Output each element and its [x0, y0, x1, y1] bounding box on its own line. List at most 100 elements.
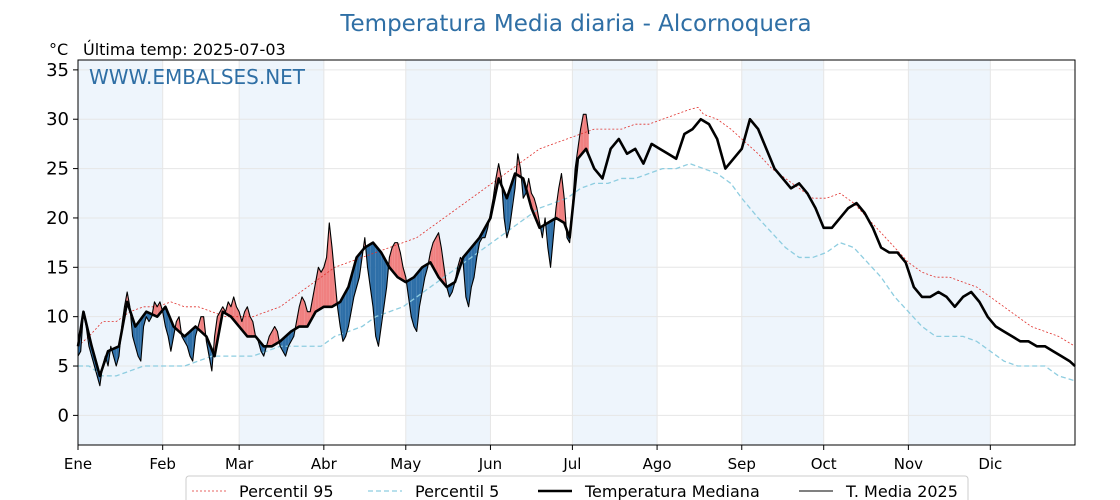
below-median-fill [342, 291, 346, 342]
below-median-fill [146, 311, 150, 322]
month-band-nov [908, 60, 991, 445]
below-median-fill [291, 329, 294, 342]
below-median-fill [509, 181, 513, 228]
below-median-fill [474, 240, 477, 278]
below-median-fill [189, 329, 193, 362]
below-median-fill [504, 191, 507, 238]
above-median-fill [323, 257, 327, 307]
below-median-fill [375, 245, 379, 347]
above-median-fill [321, 267, 324, 309]
x-tick-label-ene: Ene [64, 455, 92, 473]
month-band-mar [239, 60, 324, 445]
above-median-fill [304, 301, 308, 327]
x-tick-label-nov: Nov [894, 455, 923, 473]
below-median-fill [547, 221, 551, 268]
below-median-fill [187, 331, 190, 357]
below-median-fill [411, 277, 414, 327]
y-tick-label: 25 [46, 159, 69, 180]
below-median-fill [138, 319, 141, 362]
legend-label-p95: Percentil 95 [239, 482, 334, 500]
below-median-fill [506, 189, 510, 238]
series-line-p5 [78, 162, 1076, 382]
above-median-fill [301, 296, 305, 327]
x-tick-label-may: May [390, 455, 421, 473]
above-median-fill [200, 316, 204, 334]
x-tick-label-jun: Jun [478, 455, 502, 473]
month-bands [78, 60, 991, 445]
above-median-fill [435, 232, 439, 278]
above-median-fill [315, 267, 319, 312]
above-median-fill [389, 247, 393, 271]
x-tick-label-ago: Ago [643, 455, 672, 473]
above-median-fill [318, 267, 322, 311]
below-median-fill [113, 347, 117, 367]
legend-frame [185, 475, 969, 500]
above-median-fill [433, 237, 436, 273]
series-line-p95 [77, 106, 1076, 347]
below-median-fill [170, 319, 174, 352]
above-median-fill [586, 114, 589, 156]
legend-label-year: T. Media 2025 [845, 482, 958, 500]
above-median-fill [244, 306, 248, 337]
x-tick-label-mar: Mar [225, 455, 254, 473]
above-median-fill [312, 282, 316, 317]
y-tick-label: 15 [46, 257, 69, 278]
series-line-year [77, 113, 590, 387]
below-median-fill [416, 270, 420, 332]
above-median-fill [580, 114, 584, 156]
x-tick-label-sep: Sep [728, 455, 756, 473]
x-tick-label-dic: Dic [978, 455, 1002, 473]
above-median-fill [247, 306, 251, 337]
y-tick-label: 35 [46, 60, 69, 81]
above-median-fill [400, 252, 404, 281]
chart-title: Temperatura Media diaria - Alcornoquera [339, 11, 811, 37]
above-median-fill [230, 296, 234, 320]
above-median-fill [269, 331, 272, 347]
below-median-fill [471, 244, 475, 288]
below-median-fill [408, 278, 412, 317]
last-temp-label: Última temp: 2025-07-03 [83, 40, 286, 59]
below-median-fill [116, 346, 119, 367]
above-median-fill [271, 326, 275, 347]
y-tick-label: 5 [58, 356, 69, 377]
below-median-fill [345, 287, 349, 337]
above-median-fill [583, 114, 587, 153]
y-tick-label: 20 [46, 208, 69, 229]
legend: Percentil 95 Percentil 5 Temperatura Media… [185, 475, 969, 500]
plot-area: WWW.EMBALSES.NET [76, 59, 1076, 446]
below-median-fill [168, 313, 171, 352]
above-median-fill [332, 247, 335, 307]
above-median-fill [430, 242, 434, 268]
y-tick-label: 10 [46, 307, 69, 328]
watermark: WWW.EMBALSES.NET [89, 65, 306, 89]
above-median-fill [394, 242, 398, 278]
unit-label: °C [49, 40, 68, 59]
month-band-ene [78, 60, 163, 445]
y-tick-label: 0 [58, 405, 69, 426]
below-median-fill [285, 333, 289, 357]
above-median-fill [250, 316, 253, 337]
above-median-fill [392, 242, 395, 274]
series-lines [76, 106, 1076, 387]
above-median-fill [233, 296, 237, 324]
x-tick-label-abr: Abr [311, 455, 338, 473]
above-median-fill [441, 247, 445, 284]
y-axis: 0 5 10 15 20 25 30 35 [46, 60, 78, 426]
below-median-fill [383, 257, 387, 307]
above-median-fill [561, 173, 565, 223]
below-median-fill [282, 336, 286, 357]
below-median-fill [419, 267, 423, 307]
above-median-fill [241, 311, 245, 334]
plot-frame [77, 59, 1076, 446]
below-median-fill [413, 273, 417, 332]
grid-lines [77, 60, 1075, 445]
below-median-fill [465, 250, 469, 307]
y-tick-label: 30 [46, 109, 69, 130]
x-tick-label-feb: Feb [149, 455, 176, 473]
x-axis: Ene Feb Mar Abr May Jun Jul Ago Sep Oct Nov Dic [64, 445, 1002, 473]
x-tick-label-oct: Oct [811, 455, 837, 473]
legend-label-p5: Percentil 5 [415, 482, 499, 500]
month-band-sep [741, 60, 824, 445]
below-median-fill [449, 283, 453, 297]
